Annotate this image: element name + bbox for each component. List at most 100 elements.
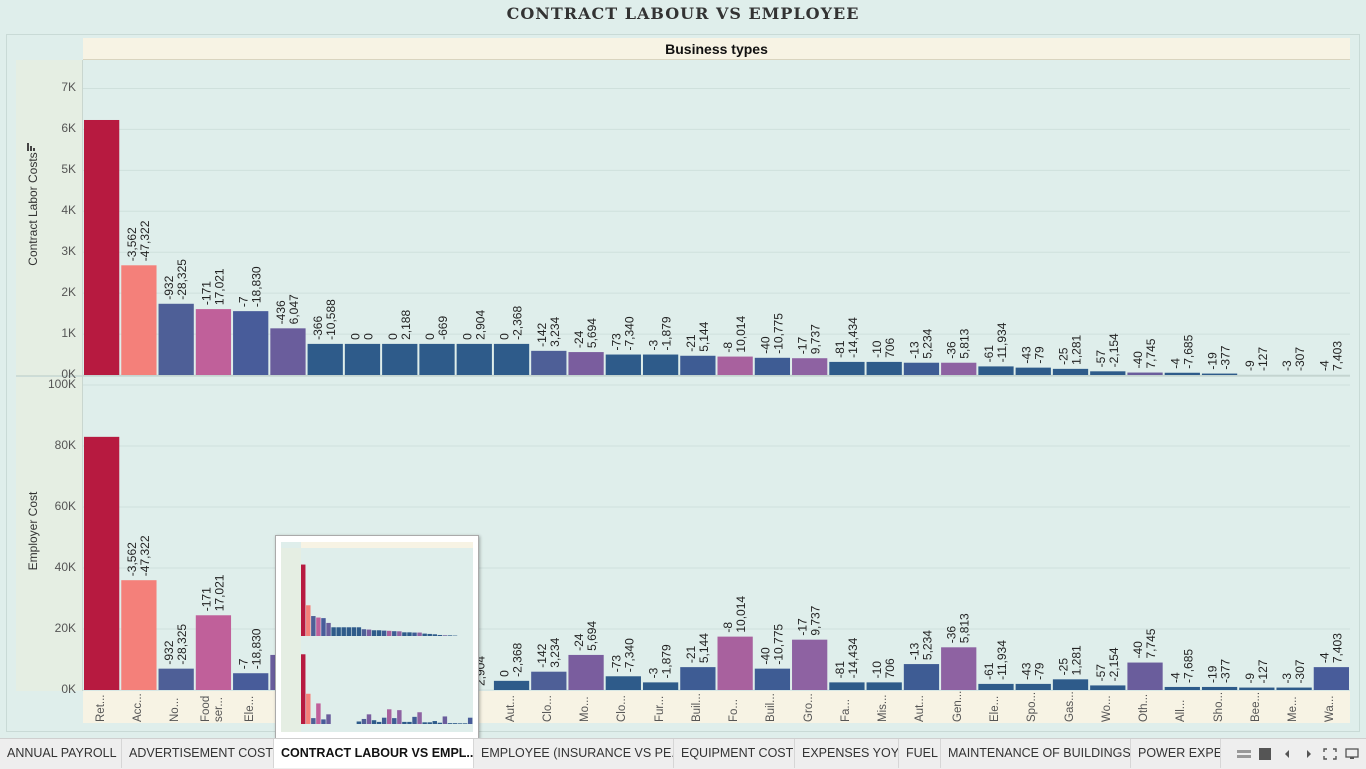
sheet-tab[interactable]: POWER EXPEN	[1131, 739, 1221, 768]
data-label: 1,281	[1070, 645, 1084, 675]
sheet-tab[interactable]: MAINTENANCE OF BUILDINGS	[941, 739, 1131, 768]
thumb-bar	[412, 633, 416, 636]
thumb-bar	[326, 623, 330, 636]
x-category-label: Sho...	[1213, 692, 1225, 722]
sheet-tab[interactable]: FUEL	[899, 739, 941, 768]
data-label: -7,340	[622, 316, 636, 350]
x-category-label: Oth...	[1138, 694, 1150, 722]
data-label: -36	[945, 626, 959, 644]
bar-contract	[680, 356, 715, 375]
thumb-bar	[387, 631, 391, 636]
thumb-bar	[443, 716, 447, 724]
data-label: -47,322	[138, 535, 152, 576]
data-label: 7,403	[1330, 633, 1344, 663]
sheet-tab[interactable]: EXPENSES YOY	[795, 739, 899, 768]
grid-view-icon[interactable]	[1237, 748, 1251, 760]
sheet-tab[interactable]: ANNUAL PAYROLL	[0, 739, 122, 768]
data-label: -2,154	[1107, 647, 1121, 681]
data-label: 9,737	[809, 324, 823, 354]
data-label: -47,322	[138, 220, 152, 261]
bar-contract	[1202, 374, 1237, 375]
data-label: -19	[1206, 352, 1220, 370]
data-label: -43	[1019, 662, 1033, 680]
thumb-bar	[377, 630, 381, 636]
bar-employer	[941, 647, 976, 690]
x-category-label: Buil...	[691, 693, 703, 722]
prev-tab-icon[interactable]	[1280, 748, 1294, 760]
x-category-label: Gro...	[803, 693, 815, 722]
thumb-bar	[397, 710, 401, 724]
thumb-bar	[306, 605, 310, 636]
data-label: -142	[535, 643, 549, 667]
thumb-bar	[316, 618, 320, 636]
y-tick-label: 40K	[36, 560, 76, 574]
share-icon[interactable]	[1345, 748, 1359, 760]
thumb-bar	[407, 632, 411, 636]
data-label: -40	[1131, 351, 1145, 369]
y-tick-label: 0K	[36, 682, 76, 696]
thumb-bar	[367, 714, 371, 724]
x-category-label: Me...	[1287, 696, 1299, 722]
data-label: 5,144	[697, 633, 711, 663]
thumb-bar	[326, 714, 330, 724]
bar-employer	[867, 682, 902, 690]
data-label: 0	[498, 333, 512, 340]
data-label: -127	[1256, 347, 1270, 371]
bar-contract	[84, 120, 119, 375]
thumb-axis-band	[281, 548, 301, 732]
data-label: -11,934	[995, 322, 1009, 362]
x-category-label: Mo...	[579, 696, 591, 722]
data-label: -17	[796, 337, 810, 355]
x-category-label: Fo...	[728, 699, 740, 722]
bar-employer	[792, 640, 827, 690]
sheet-tab[interactable]: CONTRACT LABOUR VS EMPL...	[274, 739, 474, 768]
data-label: -1,879	[660, 316, 674, 350]
filmstrip-icon[interactable]	[1258, 748, 1272, 760]
next-tab-icon[interactable]	[1302, 748, 1316, 760]
thumb-bar	[372, 630, 376, 636]
sheet-tab[interactable]: EQUIPMENT COST	[674, 739, 795, 768]
data-label: -24	[572, 633, 586, 651]
data-label: -9	[1243, 673, 1257, 684]
data-label: 0	[498, 670, 512, 677]
x-category-label: Food ser...	[200, 692, 226, 722]
thumb-bar	[301, 565, 305, 636]
bar-contract	[1127, 373, 1162, 375]
thumb-bar	[357, 627, 361, 636]
bar-contract	[755, 358, 790, 375]
data-label: -142	[535, 323, 549, 347]
data-label: -3,562	[125, 542, 139, 576]
thumb-bar	[311, 718, 315, 724]
data-label: -61	[982, 345, 996, 363]
thumb-bar	[417, 712, 421, 724]
bar-employer	[755, 669, 790, 690]
bar-contract	[121, 265, 156, 375]
thumb-bar	[412, 717, 416, 724]
x-category-label: Fur...	[654, 696, 666, 722]
thumb-bar	[448, 635, 452, 636]
bar-employer	[606, 676, 641, 690]
bar-employer	[1239, 688, 1274, 690]
thumb-bar	[367, 630, 371, 636]
data-label: -36	[945, 341, 959, 359]
thumb-bar	[362, 719, 366, 724]
thumb-bar	[357, 721, 361, 724]
data-label: -57	[1094, 350, 1108, 368]
thumb-bar	[301, 654, 305, 724]
data-label: -932	[162, 640, 176, 664]
data-label: -366	[311, 316, 325, 340]
fullscreen-icon[interactable]	[1323, 748, 1337, 760]
data-label: -14,434	[846, 637, 860, 678]
bar-contract	[643, 355, 678, 375]
data-label: 5,234	[920, 328, 934, 358]
bar-employer	[121, 580, 156, 690]
data-label: 1,281	[1070, 335, 1084, 365]
data-label: -669	[436, 316, 450, 340]
thumb-bar	[306, 694, 310, 724]
y-tick-label: 60K	[36, 499, 76, 513]
thumb-bar	[321, 719, 325, 724]
sheet-tab[interactable]: ADVERTISEMENT COST	[122, 739, 274, 768]
data-label: -307	[1293, 347, 1307, 371]
sheet-tab[interactable]: EMPLOYEE (INSURANCE VS PE...	[474, 739, 674, 768]
